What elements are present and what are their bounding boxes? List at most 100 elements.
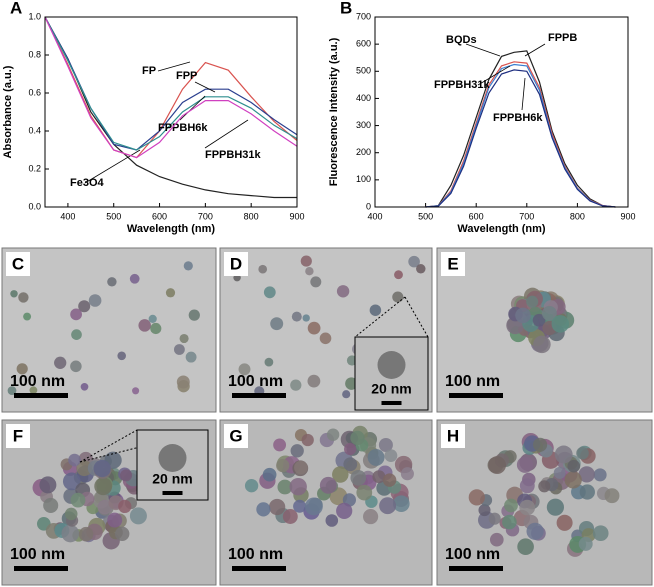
particle <box>593 468 607 482</box>
micrograph: F 100 nm 20 nm <box>1 419 217 586</box>
micrograph: E 100 nm <box>436 247 653 413</box>
label-arrow <box>465 43 501 57</box>
particle <box>502 514 517 530</box>
particle <box>291 311 302 322</box>
particle <box>289 478 307 496</box>
x-tick-label: 400 <box>60 211 75 221</box>
particle <box>325 514 339 527</box>
particle <box>150 322 162 335</box>
particle <box>262 467 277 482</box>
particle <box>488 456 507 475</box>
particle <box>68 453 81 467</box>
particle <box>392 495 410 513</box>
particle <box>319 476 337 494</box>
particle <box>270 317 284 331</box>
series-label: FPPB <box>548 32 577 44</box>
particle <box>70 308 82 321</box>
particle <box>367 448 385 466</box>
particle <box>185 351 197 363</box>
panel-letter: D <box>230 254 242 273</box>
x-tick-label: 600 <box>469 211 484 221</box>
particle <box>148 314 157 323</box>
panel-letter: C <box>12 254 24 273</box>
particle <box>468 489 485 506</box>
particle <box>97 499 113 515</box>
inset-particle <box>377 351 406 379</box>
particle <box>80 382 89 391</box>
particle <box>10 290 18 298</box>
series-label: FPPBH31k <box>205 149 262 161</box>
particle <box>526 295 539 308</box>
particle <box>336 285 350 298</box>
particle <box>489 532 504 547</box>
particle <box>592 525 609 542</box>
y-axis-label: Fluorescence Intensity (a.u.) <box>328 37 340 186</box>
particle <box>551 315 570 333</box>
series-line <box>44 16 298 159</box>
scale-bar <box>232 566 286 571</box>
particle <box>107 277 117 287</box>
particle <box>319 332 332 345</box>
particle <box>78 526 94 542</box>
inset-guide <box>354 296 406 338</box>
series-label: FPPBH31k <box>434 79 491 91</box>
particle <box>326 428 340 441</box>
scale-bar-label: 100 nm <box>228 546 283 563</box>
panel-letter-bg <box>441 252 465 276</box>
particle <box>276 458 290 473</box>
particle <box>342 390 351 399</box>
y-tick-label: 400 <box>356 93 371 103</box>
particle <box>179 333 189 344</box>
particle <box>332 466 349 483</box>
scale-bar-label: 100 nm <box>228 373 283 390</box>
particle <box>16 363 28 375</box>
particle <box>293 499 307 513</box>
y-tick-label: 1.0 <box>28 11 41 21</box>
particle <box>256 502 271 517</box>
series-line <box>44 16 298 159</box>
particle <box>504 498 518 513</box>
particle <box>400 467 414 481</box>
inset-scale-label: 20 nm <box>371 381 411 397</box>
series-line <box>44 16 297 199</box>
particle <box>307 374 321 388</box>
y-tick-label: 0 <box>366 201 371 211</box>
panel-label: B <box>340 0 352 17</box>
particle <box>350 430 365 446</box>
particle <box>93 459 111 478</box>
particle <box>392 291 404 303</box>
particle <box>553 466 566 479</box>
panel-letter: E <box>447 254 458 273</box>
particle <box>416 264 426 274</box>
particle <box>107 512 123 528</box>
particle <box>578 536 593 551</box>
particle <box>546 498 564 516</box>
particle <box>39 476 57 494</box>
particle <box>305 266 314 276</box>
particle <box>554 445 573 464</box>
particle <box>556 514 573 531</box>
particle <box>515 307 531 324</box>
x-tick-label: 500 <box>106 211 121 221</box>
particle <box>88 294 102 307</box>
particle <box>567 459 581 473</box>
particle <box>294 460 308 475</box>
particle <box>350 469 367 486</box>
y-tick-label: 0.6 <box>28 87 41 97</box>
inset-scale-label: 20 nm <box>152 471 192 487</box>
particle <box>517 538 534 556</box>
scale-bar <box>449 393 503 398</box>
x-tick-label: 800 <box>244 211 259 221</box>
plot-frame <box>374 16 629 208</box>
particle <box>114 526 130 542</box>
panel-label: A <box>10 0 22 17</box>
particle <box>604 488 620 504</box>
micrograph: G 100 nm <box>219 419 433 586</box>
label-arrow <box>521 77 526 111</box>
particle <box>384 449 398 463</box>
y-tick-label: 0.2 <box>28 163 41 173</box>
particle <box>117 351 126 361</box>
particle <box>343 457 358 472</box>
particle <box>304 497 323 516</box>
